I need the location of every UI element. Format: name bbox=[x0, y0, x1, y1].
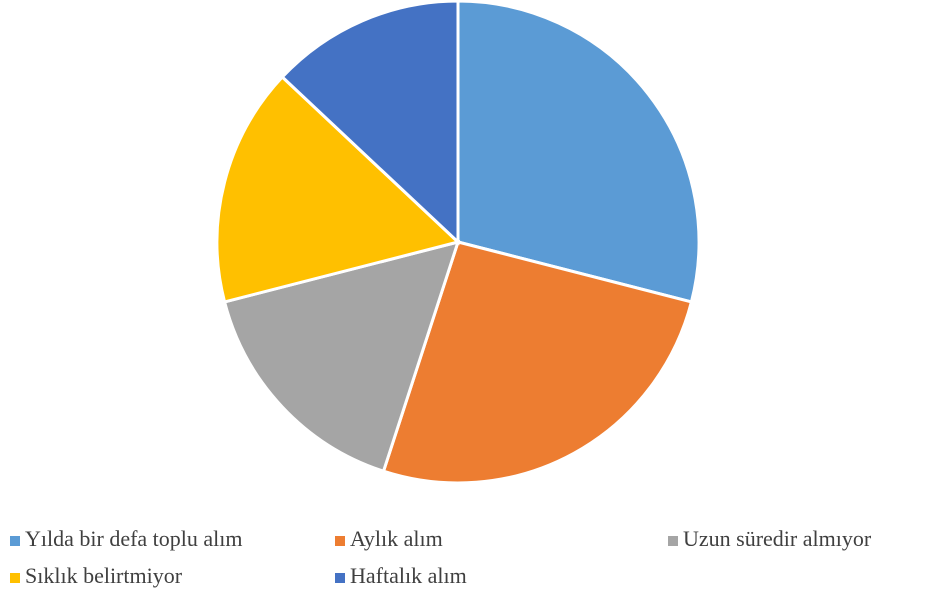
legend-label: Sıklık belirtmiyor bbox=[25, 563, 183, 588]
pie-slice bbox=[222, 239, 461, 474]
pie-slice bbox=[280, 0, 460, 246]
legend-swatch bbox=[335, 536, 345, 546]
pie-slice bbox=[381, 240, 694, 485]
legend-label: Aylık alım bbox=[350, 526, 443, 551]
legend-swatch bbox=[335, 573, 345, 583]
legend-label: Uzun süredir almıyor bbox=[683, 526, 872, 551]
legend-label: Yılda bir defa toplu alım bbox=[25, 526, 243, 551]
legend-label: Haftalık alım bbox=[350, 563, 467, 588]
legend-swatch bbox=[668, 536, 678, 546]
pie-slice bbox=[215, 74, 462, 304]
legend-swatch bbox=[10, 573, 20, 583]
legend-swatch bbox=[10, 536, 20, 546]
pie-slice bbox=[456, 0, 701, 304]
